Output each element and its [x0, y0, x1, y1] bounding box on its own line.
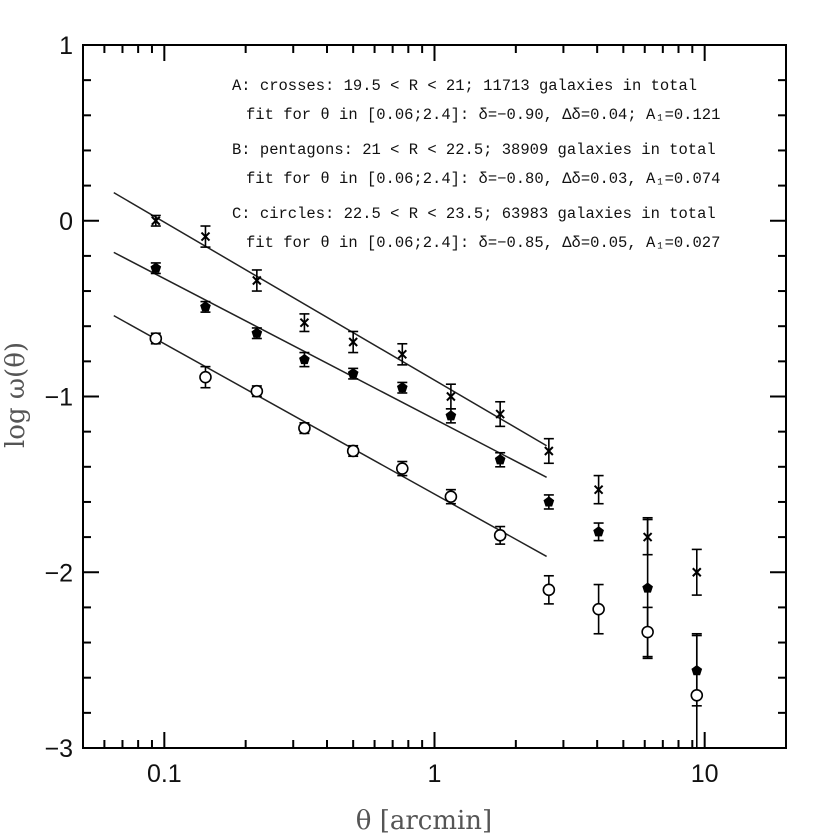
fit-line — [113, 314, 547, 558]
circle-marker — [493, 529, 507, 542]
cross-stroke — [299, 317, 310, 328]
pentagon-marker — [593, 526, 604, 537]
cross-stroke — [593, 484, 604, 495]
cross-stroke — [200, 231, 211, 242]
cross-stroke — [252, 275, 262, 286]
pentagon-marker — [543, 496, 555, 507]
legend-line-c: C: circles: 22.5 < R < 23.5; 63983 galax… — [232, 205, 716, 223]
cross-marker — [495, 409, 505, 419]
cross-marker — [446, 391, 456, 402]
pentagon-marker — [200, 301, 211, 312]
circle-marker — [250, 384, 264, 398]
y-tick-label: 1 — [59, 32, 73, 60]
pentagon-marker — [299, 353, 310, 365]
pentagon-marker — [251, 327, 263, 338]
cross-marker — [397, 349, 408, 360]
x-tick-label: 0.1 — [147, 760, 182, 788]
circle-marker — [199, 370, 212, 384]
legend-line-a: A: crosses: 19.5 < R < 21; 11713 galaxie… — [232, 77, 697, 95]
x-axis-title: θ [arcmin] — [356, 806, 492, 836]
circle-marker — [149, 332, 163, 345]
circle-marker — [346, 444, 360, 458]
cross-stroke — [495, 409, 505, 419]
cross-stroke — [692, 567, 702, 577]
cross-marker — [299, 317, 310, 328]
y-tick-label: −1 — [44, 384, 73, 412]
cross-marker — [200, 231, 211, 242]
pentagon-marker — [347, 368, 359, 379]
pentagon-marker — [150, 262, 162, 273]
pentagon-marker — [642, 582, 653, 593]
data-points — [149, 214, 704, 748]
fit-line — [113, 191, 547, 447]
circle-marker — [298, 421, 311, 435]
cross-marker — [348, 337, 358, 347]
pentagon-marker — [494, 454, 506, 465]
cross-stroke — [397, 349, 408, 360]
circle-marker — [395, 462, 409, 475]
y-tick-label: −2 — [44, 559, 73, 587]
legend: A: crosses: 19.5 < R < 21; 11713 galaxie… — [232, 77, 720, 252]
pentagon-marker — [396, 382, 408, 393]
cross-marker — [692, 567, 702, 577]
legend-line-b: B: pentagons: 21 < R < 22.5; 38909 galax… — [232, 141, 716, 159]
cross-stroke — [348, 337, 358, 347]
cross-marker — [151, 216, 161, 226]
cross-stroke — [151, 216, 161, 226]
circle-marker — [641, 625, 654, 639]
cross-marker — [252, 275, 262, 286]
fit-lines — [113, 191, 547, 558]
cross-marker — [544, 446, 554, 456]
legend-line-a-fit: fit for θ in [0.06;2.4]: δ=−0.90, Δδ=0.0… — [246, 106, 720, 124]
pentagon-marker — [445, 410, 457, 421]
legend-line-b-fit: fit for θ in [0.06;2.4]: δ=−0.80, Δδ=0.0… — [246, 170, 720, 188]
cross-stroke — [446, 391, 456, 402]
x-tick-label: 10 — [691, 760, 719, 788]
y-tick-label: −3 — [44, 735, 73, 763]
cross-marker — [593, 484, 604, 495]
circle-marker — [542, 583, 556, 597]
fit-line — [113, 251, 547, 479]
legend-line-c-fit: fit for θ in [0.06;2.4]: δ=−0.85, Δδ=0.0… — [246, 234, 720, 252]
cross-stroke — [544, 446, 554, 456]
x-tick-label: 1 — [428, 760, 442, 788]
y-axis-title: log ω(θ) — [1, 342, 31, 448]
circle-marker — [592, 602, 605, 616]
circle-marker — [690, 688, 704, 702]
y-tick-label: 0 — [59, 208, 73, 236]
circle-marker — [444, 490, 458, 503]
